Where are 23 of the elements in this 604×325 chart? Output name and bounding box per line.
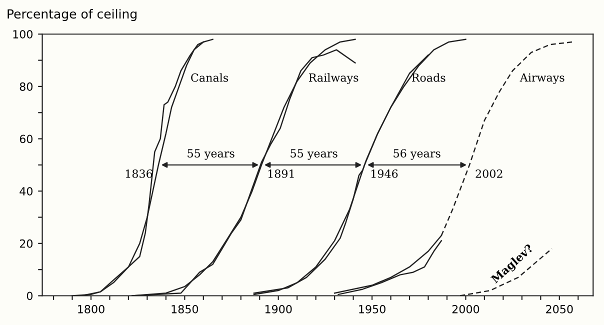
annotation: 55 years bbox=[290, 149, 338, 160]
y-tick-label: 40 bbox=[20, 187, 33, 196]
annotation: 56 years bbox=[394, 149, 440, 160]
annotation: Airways bbox=[520, 73, 564, 84]
annotation: Canals bbox=[191, 73, 228, 82]
annotation: 2002 bbox=[476, 169, 502, 178]
annotation: 55 years bbox=[188, 149, 234, 160]
y-axis-title: Percentage of ceiling bbox=[8, 8, 136, 22]
y-tick-label: 20 bbox=[20, 239, 33, 248]
x-tick-label: 1900 bbox=[265, 304, 292, 314]
annotation: Roads bbox=[412, 73, 446, 82]
annotation: 1891 bbox=[268, 169, 294, 178]
annotation: 1946 bbox=[371, 169, 398, 178]
annotation: Railways bbox=[308, 73, 358, 84]
y-tick-label: 80 bbox=[20, 82, 33, 91]
x-tick-label: 1850 bbox=[172, 304, 198, 314]
y-tick-label: 60 bbox=[20, 134, 33, 144]
y-tick-label: 0 bbox=[26, 292, 33, 300]
y-tick-label: 100 bbox=[13, 30, 33, 39]
x-tick-label: 2050 bbox=[546, 304, 573, 314]
x-tick-label: 1800 bbox=[78, 304, 104, 314]
x-tick-label: 2000 bbox=[452, 304, 480, 314]
x-tick-label: 1950 bbox=[359, 304, 386, 314]
